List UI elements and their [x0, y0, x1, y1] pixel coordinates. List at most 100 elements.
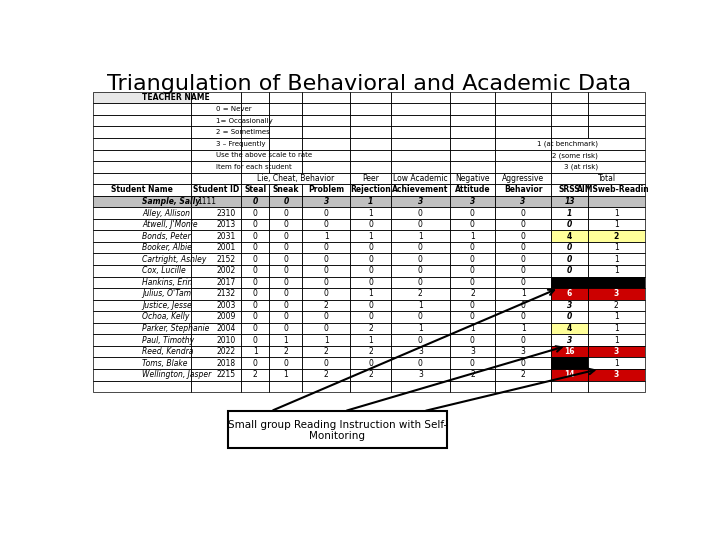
Bar — [192, 357, 241, 369]
Bar — [350, 207, 391, 219]
Bar — [449, 115, 495, 126]
Bar — [391, 265, 449, 276]
Bar — [269, 231, 302, 242]
Bar — [302, 381, 350, 392]
Text: 0: 0 — [521, 243, 526, 252]
Text: 3: 3 — [470, 347, 474, 356]
Bar — [192, 195, 241, 207]
Text: 2 (some risk): 2 (some risk) — [552, 152, 598, 159]
Bar — [495, 115, 551, 126]
Text: 1: 1 — [324, 335, 328, 345]
Bar — [588, 288, 645, 300]
Bar — [93, 161, 192, 173]
Bar — [241, 381, 269, 392]
Text: 0: 0 — [284, 220, 288, 229]
Bar — [269, 138, 302, 150]
Bar — [241, 195, 269, 207]
Text: Lie, Cheat, Behavior: Lie, Cheat, Behavior — [257, 174, 334, 183]
Bar — [93, 323, 192, 334]
Bar — [93, 184, 192, 195]
Bar — [241, 311, 269, 323]
Text: 3: 3 — [567, 335, 572, 345]
Bar — [551, 334, 588, 346]
Text: 0: 0 — [253, 208, 258, 218]
Text: Small group Reading Instruction with Self-: Small group Reading Instruction with Sel… — [228, 420, 447, 430]
Text: 1: 1 — [521, 289, 526, 299]
Bar — [269, 242, 302, 253]
Text: 0: 0 — [470, 301, 474, 310]
Bar — [93, 92, 192, 103]
Bar — [302, 311, 350, 323]
Text: 2009: 2009 — [216, 313, 235, 321]
Text: 1: 1 — [521, 324, 526, 333]
Text: 1: 1 — [284, 335, 288, 345]
Bar — [551, 369, 588, 381]
Text: 0: 0 — [470, 278, 474, 287]
Bar — [192, 161, 241, 173]
Bar — [269, 92, 302, 103]
Bar — [350, 138, 391, 150]
Text: 0: 0 — [324, 220, 328, 229]
Text: 0: 0 — [368, 301, 373, 310]
Bar — [241, 126, 269, 138]
Text: 14: 14 — [564, 370, 575, 379]
Text: 0: 0 — [368, 255, 373, 264]
Text: 3 – Frequently: 3 – Frequently — [216, 141, 266, 147]
Bar — [192, 265, 241, 276]
Text: 2022: 2022 — [216, 347, 235, 356]
Bar — [449, 369, 495, 381]
Bar — [350, 311, 391, 323]
Bar — [551, 276, 588, 288]
Bar — [302, 161, 350, 173]
Bar — [241, 173, 350, 184]
Bar — [302, 276, 350, 288]
Bar — [391, 381, 449, 392]
Text: 2: 2 — [368, 347, 373, 356]
Bar — [302, 207, 350, 219]
Text: 3: 3 — [418, 197, 423, 206]
Text: Rejection: Rejection — [350, 185, 391, 194]
Text: Student ID: Student ID — [193, 185, 239, 194]
Bar — [302, 323, 350, 334]
Bar — [192, 346, 241, 357]
Bar — [93, 173, 192, 184]
Bar — [350, 253, 391, 265]
Bar — [93, 207, 192, 219]
Bar — [269, 126, 302, 138]
Bar — [551, 219, 588, 231]
Text: 0: 0 — [418, 266, 423, 275]
Bar — [551, 126, 588, 138]
Text: 0: 0 — [284, 278, 288, 287]
Text: Sneak: Sneak — [273, 185, 300, 194]
Bar — [391, 369, 449, 381]
Text: 0: 0 — [368, 359, 373, 368]
Text: 2004: 2004 — [216, 324, 235, 333]
Text: 1: 1 — [614, 359, 618, 368]
Bar — [269, 219, 302, 231]
Bar — [192, 173, 241, 184]
Text: 3: 3 — [567, 301, 572, 310]
Bar — [449, 323, 495, 334]
Bar — [302, 242, 350, 253]
Bar — [269, 357, 302, 369]
Bar — [241, 219, 269, 231]
Bar — [93, 92, 192, 103]
Text: 1: 1 — [418, 232, 423, 241]
Text: 0: 0 — [284, 301, 288, 310]
Bar — [302, 195, 350, 207]
Bar — [588, 323, 645, 334]
Bar — [551, 346, 588, 357]
Bar — [241, 334, 269, 346]
Text: 3: 3 — [521, 347, 526, 356]
Bar — [302, 231, 350, 242]
Text: 2: 2 — [614, 301, 618, 310]
Text: 0: 0 — [253, 255, 258, 264]
Bar — [551, 115, 588, 126]
Text: 0: 0 — [470, 220, 474, 229]
Text: 0: 0 — [521, 313, 526, 321]
Bar — [588, 369, 645, 381]
Bar — [350, 242, 391, 253]
Bar — [495, 381, 551, 392]
Text: 0: 0 — [368, 220, 373, 229]
Bar — [350, 92, 391, 103]
